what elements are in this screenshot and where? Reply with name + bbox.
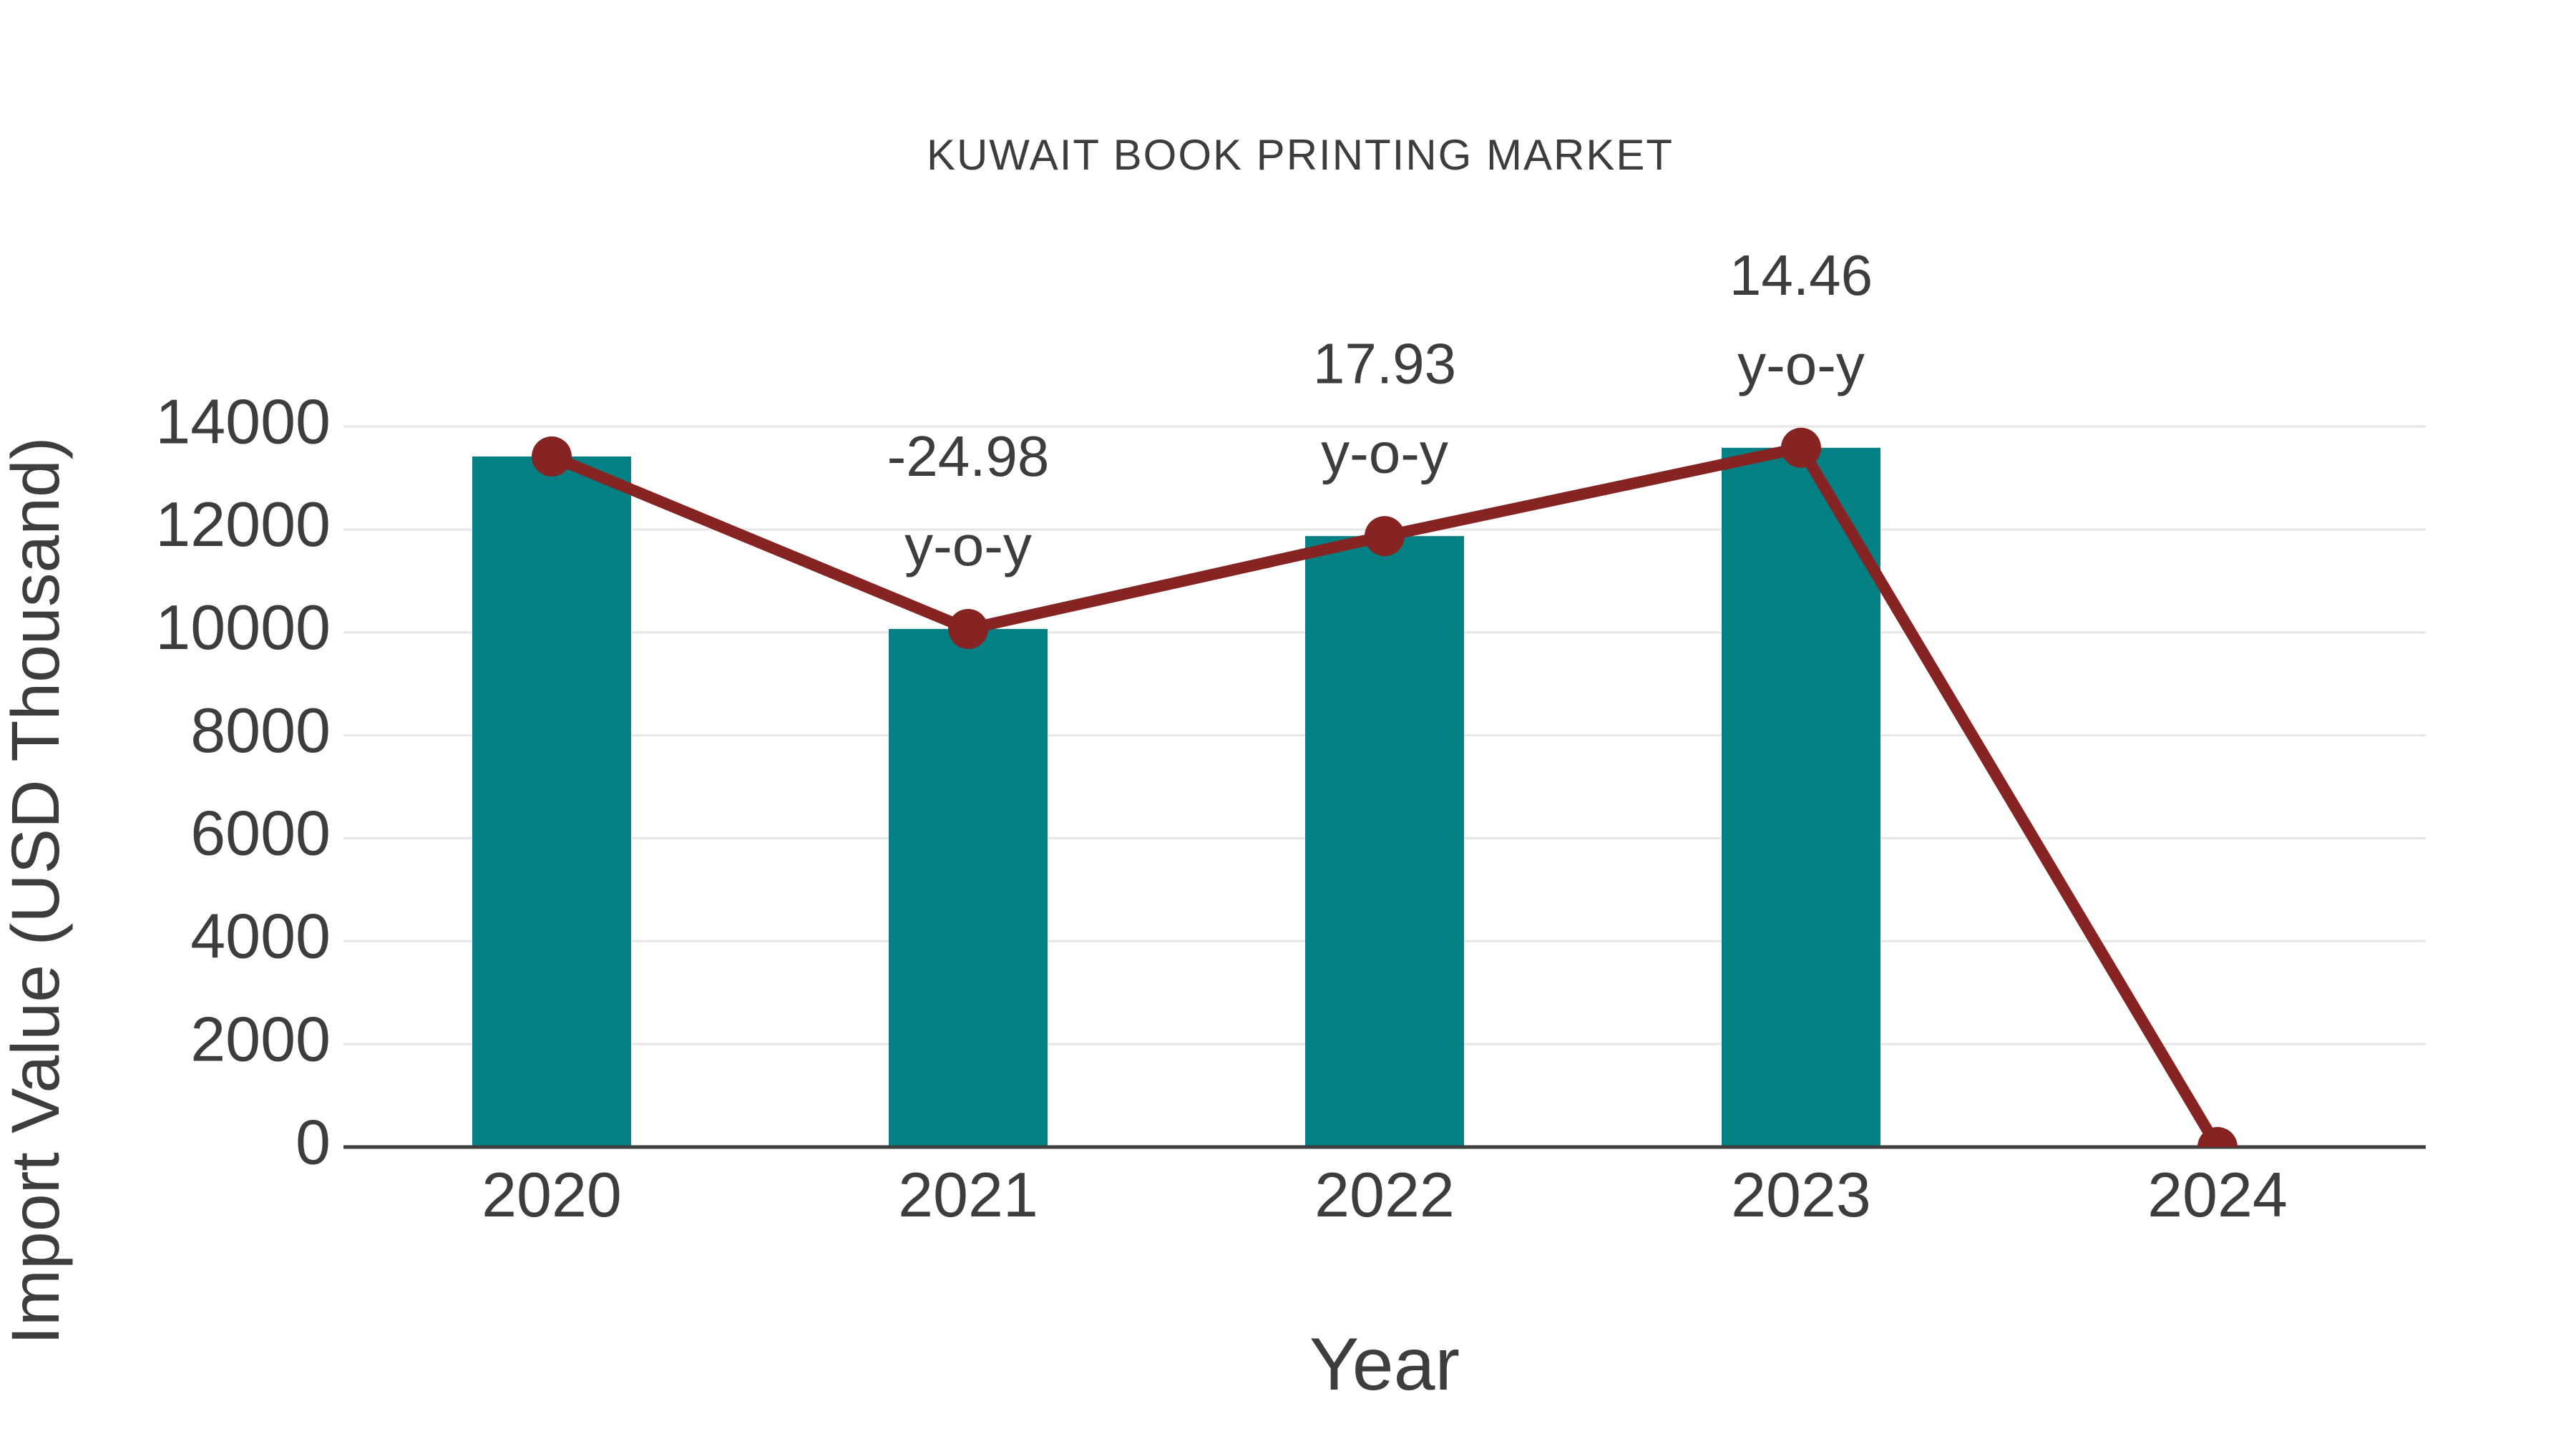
x-tick-label-2022: 2022 [1314,1159,1455,1230]
marker-2024 [2197,1127,2238,1147]
y-tick-label-0: 0 [296,1106,331,1177]
marker-2022 [1365,516,1405,557]
annotations: -24.98 y-o-y 17.93 y-o-y 14.46 y-o-y [887,243,1873,577]
bar-2021 [889,629,1048,1147]
y-tick-label-6000: 6000 [190,798,331,869]
x-tick-label-2024: 2024 [2147,1159,2288,1230]
x-tick-label-2020: 2020 [482,1159,622,1230]
annotation-sub-2021: y-o-y [904,514,1032,577]
chart-title: KUWAIT BOOK PRINTING MARKET [927,131,1674,179]
y-tick-label-4000: 4000 [190,901,331,972]
annotation-value-2021: -24.98 [887,424,1050,488]
y-tick-label-10000: 10000 [155,592,331,663]
y-tick-label-14000: 14000 [155,386,331,457]
annotation-value-2023: 14.46 [1729,243,1873,307]
annotation-value-2022: 17.93 [1313,331,1456,395]
x-tick-label-2023: 2023 [1731,1159,1871,1230]
marker-2020 [532,436,572,477]
bars [472,447,1880,1147]
y-tick-label-2000: 2000 [190,1003,331,1074]
marker-2021 [948,609,988,650]
x-tick-label-2021: 2021 [898,1159,1038,1230]
y-tick-label-12000: 12000 [155,489,331,560]
x-axis-title: Year [1309,1323,1460,1406]
annotation-sub-2023: y-o-y [1737,333,1865,396]
y-axis-title: Import Value (USD Thousand) [0,436,74,1345]
bar-2022 [1305,536,1464,1147]
bar-2020 [472,456,631,1147]
tick-labels: 0 2000 4000 6000 8000 10000 12000 14000 2020 2021… [155,386,2288,1230]
bar-2023 [1722,447,1880,1147]
marker-2023 [1781,427,1821,468]
y-tick-label-8000: 8000 [190,695,331,766]
trend-line-layer [532,427,2238,1147]
annotation-sub-2022: y-o-y [1321,421,1448,484]
